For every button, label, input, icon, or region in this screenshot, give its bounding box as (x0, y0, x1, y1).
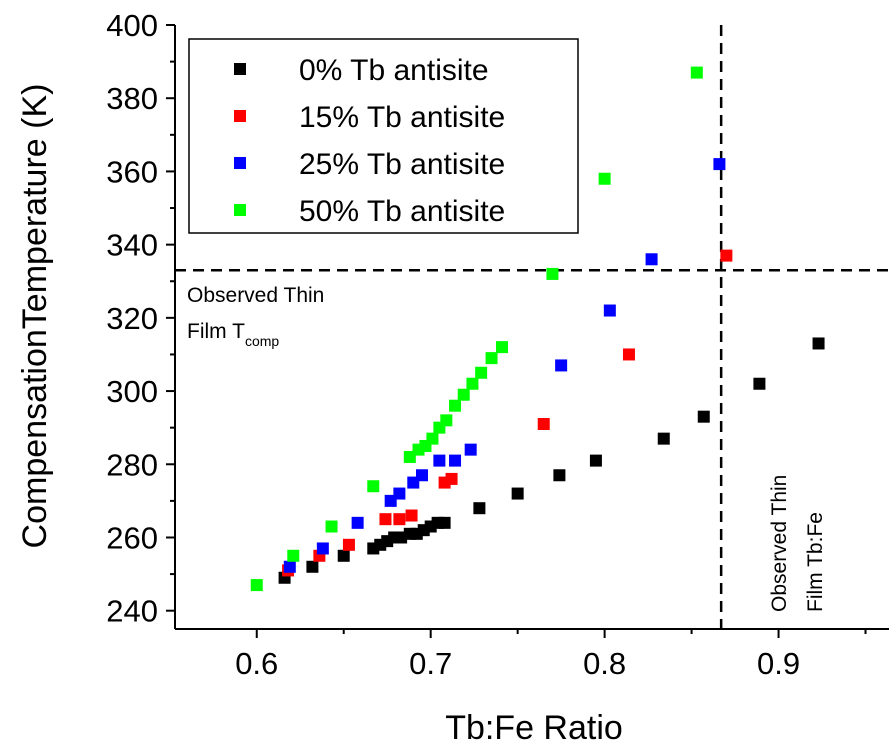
data-point-series-2 (555, 359, 568, 372)
legend-label-series-1: 15% Tb antisite (299, 101, 505, 134)
data-point-series-3 (426, 432, 439, 445)
data-point-series-3 (495, 341, 508, 354)
legend-marker-series-3 (234, 204, 246, 216)
y-tick-label: 260 (106, 520, 158, 555)
y-tick-label: 300 (106, 374, 158, 409)
data-point-series-3 (475, 366, 488, 379)
legend-marker-series-2 (234, 157, 246, 169)
data-point-series-0 (753, 377, 766, 390)
data-point-series-0 (337, 549, 350, 562)
horizontal-line-label-line1: Observed Thin (187, 284, 324, 307)
data-markers (250, 66, 825, 592)
data-point-series-0 (657, 432, 670, 445)
y-tick-label: 360 (106, 154, 158, 189)
data-point-series-0 (473, 502, 486, 515)
vertical-line-label-line1: Observed Thin (768, 475, 791, 612)
data-point-series-0 (306, 560, 319, 573)
data-point-series-2 (713, 158, 726, 171)
horizontal-line-annotation: Observed Thin Film Tcomp (187, 284, 324, 349)
data-point-series-0 (511, 487, 524, 500)
data-point-series-0 (553, 469, 566, 482)
legend-label-series-3: 50% Tb antisite (299, 195, 505, 228)
x-axis-title: Tb:Fe Ratio (445, 709, 623, 747)
data-point-series-3 (250, 579, 263, 592)
data-point-series-1 (405, 509, 418, 522)
data-point-series-3 (367, 480, 380, 493)
data-point-series-1 (720, 249, 733, 262)
data-point-series-2 (433, 454, 446, 467)
legend-marker-series-0 (234, 63, 246, 75)
legend-label-series-0: 0% Tb antisite (299, 54, 489, 87)
data-point-series-3 (466, 377, 479, 390)
y-tick-label: 320 (106, 301, 158, 336)
horizontal-line-label-main: Film T (187, 320, 245, 343)
data-point-series-3 (690, 66, 703, 79)
data-point-series-2 (415, 469, 428, 482)
data-point-series-1 (379, 513, 392, 526)
data-point-series-1 (622, 348, 635, 361)
data-point-series-2 (283, 560, 296, 573)
data-point-series-2 (316, 542, 329, 555)
data-point-series-2 (645, 253, 658, 266)
y-axis-title: CompensationTemperature (K) (16, 84, 54, 549)
data-point-series-1 (342, 538, 355, 551)
data-point-series-0 (589, 454, 602, 467)
y-tick-label: 240 (106, 594, 158, 629)
legend-box (188, 38, 579, 234)
x-tick-label: 0.9 (757, 646, 800, 681)
x-tick-label: 0.7 (409, 646, 452, 681)
data-point-series-2 (603, 304, 616, 317)
x-tick-label: 0.8 (583, 646, 626, 681)
data-point-series-3 (457, 388, 470, 401)
horizontal-line-label-subscript: comp (245, 333, 279, 349)
data-point-series-2 (393, 487, 406, 500)
axis-ticks (166, 24, 867, 638)
data-point-series-0 (812, 337, 825, 350)
data-point-series-1 (445, 472, 458, 485)
data-point-series-0 (438, 516, 451, 529)
data-point-series-3 (287, 549, 300, 562)
y-tick-label: 400 (106, 8, 158, 43)
data-point-series-3 (440, 414, 453, 427)
data-point-series-3 (598, 172, 611, 185)
legend-marker-series-1 (234, 110, 246, 122)
data-point-series-3 (449, 399, 462, 412)
data-point-series-3 (485, 352, 498, 365)
x-tick-label: 0.6 (235, 646, 278, 681)
vertical-line-annotation: Observed Thin Film Tb:Fe (768, 475, 827, 612)
data-point-series-3 (325, 520, 338, 533)
data-point-series-2 (464, 443, 477, 456)
reference-lines (175, 25, 889, 629)
data-point-series-1 (393, 513, 406, 526)
data-point-series-0 (697, 410, 710, 423)
horizontal-line-label-line2: Film Tcomp (187, 320, 279, 349)
y-tick-label: 340 (106, 228, 158, 263)
y-tick-label: 380 (106, 81, 158, 116)
y-tick-label: 280 (106, 447, 158, 482)
data-point-series-2 (351, 516, 364, 529)
legend-label-series-2: 25% Tb antisite (299, 148, 505, 181)
data-point-series-3 (546, 267, 559, 280)
tick-labels: 240 260 280 300 320 340 360 380 400 0.6 0.7 0.8 0.9 (106, 8, 800, 681)
data-point-series-2 (449, 454, 462, 467)
plot-frame (174, 25, 889, 630)
vertical-line-label-line2: Film Tb:Fe (804, 512, 827, 612)
legend: 0% Tb antisite 15% Tb antisite 25% Tb anti… (188, 38, 579, 234)
data-point-series-1 (537, 418, 550, 431)
